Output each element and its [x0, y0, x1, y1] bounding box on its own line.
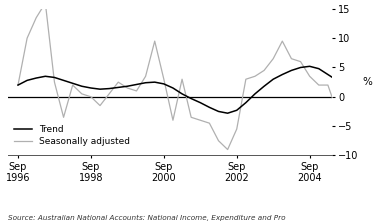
- Y-axis label: %: %: [362, 77, 372, 87]
- Legend: Trend, Seasonally adjusted: Trend, Seasonally adjusted: [12, 124, 132, 148]
- Text: Source: Australian National Accounts: National Income, Expenditure and Pro: Source: Australian National Accounts: Na…: [8, 215, 285, 221]
